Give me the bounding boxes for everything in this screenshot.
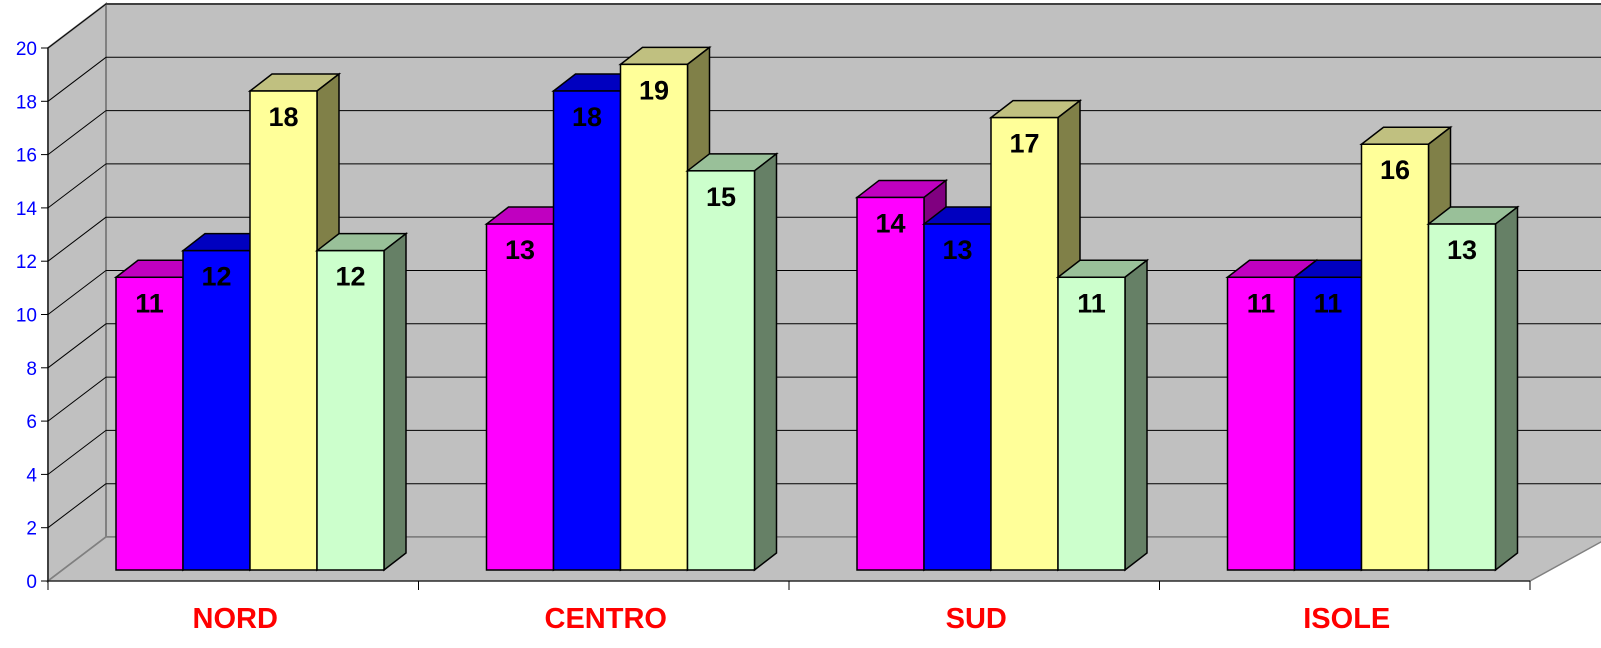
data-label: 17 [1009, 129, 1039, 159]
bar-side [1494, 205, 1519, 572]
category-label: ISOLE [1303, 603, 1390, 635]
data-label: 13 [942, 235, 972, 265]
data-label: 15 [706, 182, 736, 212]
y-tick-label: 6 [26, 412, 37, 433]
bar [485, 223, 555, 571]
category-label: NORD [193, 603, 278, 635]
bar-side [1124, 258, 1148, 572]
bar [990, 116, 1059, 571]
y-tick-label: 8 [26, 359, 37, 380]
gridline-side [47, 270, 107, 315]
y-tick-label: 2 [26, 519, 37, 540]
data-label: 11 [1247, 288, 1276, 318]
data-label: 11 [135, 288, 164, 318]
bar [923, 223, 992, 571]
gridline-side [47, 483, 107, 529]
gridline-side [47, 3, 107, 49]
gridline-side [47, 110, 107, 155]
gridline-side [47, 430, 107, 475]
bar [1226, 276, 1296, 571]
labels: 0 2 4 6 8 10 12 14 16 18 20 NORD 11 12 18 12 CENTRO 13 18 1… [16, 39, 1477, 635]
bar [1057, 276, 1126, 571]
y-tick-label: 12 [16, 252, 37, 273]
data-label: 18 [268, 102, 298, 132]
gridline-side [47, 163, 107, 209]
axes [41, 47, 1531, 590]
gridline-side [47, 376, 107, 422]
data-label: 14 [875, 208, 905, 238]
bar [1293, 276, 1363, 571]
data-label: 12 [335, 262, 365, 292]
bar [856, 196, 925, 571]
y-tick-label: 18 [16, 92, 37, 113]
bar-side [753, 152, 778, 572]
gridline-side [47, 323, 107, 369]
data-label: 11 [1077, 288, 1106, 318]
category-label: CENTRO [545, 603, 667, 635]
bar-side [383, 232, 407, 572]
gridline-side [47, 216, 107, 262]
data-label: 13 [1447, 235, 1477, 265]
bar [182, 249, 251, 571]
y-tick-label: 4 [26, 465, 37, 486]
y-tick-label: 10 [16, 306, 37, 327]
gridline-side [47, 56, 107, 102]
bar [552, 90, 622, 571]
bar [1360, 143, 1430, 571]
bar [316, 249, 385, 571]
bar [619, 63, 689, 571]
data-label: 13 [505, 235, 535, 265]
bar [1427, 223, 1497, 571]
category-label: SUD [946, 603, 1007, 635]
bars [113, 45, 1520, 572]
bar [115, 276, 184, 571]
data-label: 18 [572, 102, 602, 132]
y-tick-label: 20 [16, 39, 37, 60]
bar [249, 90, 318, 571]
y-tick-label: 16 [16, 146, 37, 167]
y-tick-label: 14 [16, 199, 38, 220]
data-label: 16 [1380, 155, 1410, 185]
y-tick-label: 0 [26, 572, 37, 593]
data-label: 11 [1314, 288, 1343, 318]
data-label: 19 [639, 75, 669, 105]
bar [686, 170, 756, 571]
data-label: 12 [201, 262, 231, 292]
